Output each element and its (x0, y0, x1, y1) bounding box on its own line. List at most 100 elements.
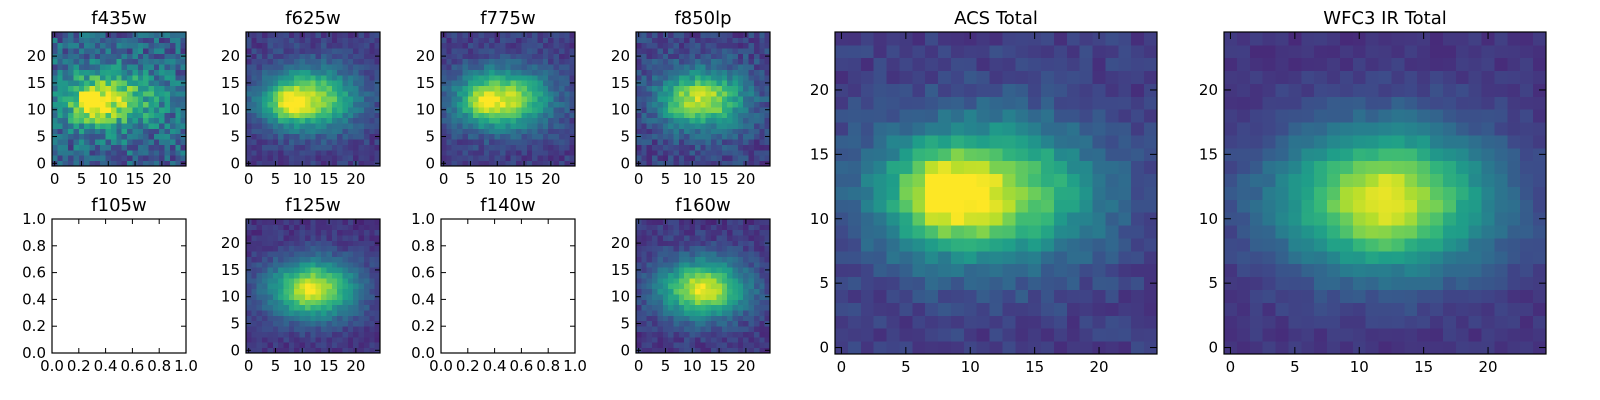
heatmap-cell (1507, 44, 1521, 59)
heatmap-cell (652, 283, 658, 290)
heatmap-cell (363, 272, 370, 279)
heatmap-cell (950, 341, 965, 355)
heatmap-cell (1314, 135, 1328, 149)
heatmap-cell (657, 155, 664, 162)
heatmap-cell (304, 283, 311, 290)
heatmap-cell (652, 69, 658, 76)
heatmap-cell (732, 347, 739, 354)
heatmap-cell (1224, 160, 1238, 175)
heatmap-cell (363, 342, 370, 349)
heatmap-cell (860, 96, 875, 110)
heatmap-cell (310, 267, 317, 273)
heatmap-cell (521, 101, 528, 108)
heatmap-cell (310, 37, 317, 44)
heatmap-cell (542, 32, 549, 38)
heatmap-cell (989, 225, 1003, 239)
heatmap-cell (743, 37, 749, 44)
heatmap-cell (646, 90, 653, 97)
heatmap-cell (1224, 199, 1238, 213)
heatmap-cell (153, 128, 160, 135)
heatmap-cell (548, 139, 554, 145)
heatmap-cell (143, 48, 149, 54)
heatmap-cell (1288, 122, 1302, 136)
heatmap-cell (652, 42, 658, 49)
heatmap-cell (835, 57, 849, 72)
heatmap-cell (925, 173, 939, 187)
heatmap-cell (705, 342, 712, 349)
heatmap-cell (294, 336, 300, 343)
heatmap-cell (310, 294, 317, 300)
heatmap-cell (251, 117, 258, 124)
heatmap-cell (52, 101, 58, 108)
heatmap-cell (267, 261, 274, 268)
heatmap-cell (321, 219, 327, 225)
heatmap-cell (564, 112, 571, 119)
heatmap-cell (1455, 147, 1470, 162)
heatmap-cell (646, 304, 653, 311)
heatmap-cell (1327, 302, 1341, 316)
heatmap-cell (283, 245, 290, 252)
heatmap-cell (1378, 225, 1392, 239)
heatmap-cell (148, 32, 155, 38)
heatmap-cell (337, 133, 343, 140)
heatmap-cell (542, 112, 549, 119)
heatmap-cell (451, 69, 458, 76)
y-tick-label: 0.6 (411, 264, 435, 282)
heatmap-cell (347, 347, 354, 354)
heatmap-cell (737, 128, 744, 135)
heatmap-cell (246, 331, 252, 338)
heatmap-cell (641, 320, 648, 327)
heatmap-cell (938, 263, 952, 278)
heatmap-cell (337, 272, 343, 279)
heatmap-cell (473, 133, 479, 140)
heatmap-cell (537, 32, 544, 38)
heatmap-cell (668, 69, 674, 76)
heatmap-cell (499, 42, 506, 49)
heatmap-cell (110, 53, 117, 60)
heatmap-cell (347, 144, 354, 151)
heatmap-cell (299, 331, 306, 338)
heatmap-cell (1314, 263, 1328, 278)
heatmap-cell (641, 315, 648, 322)
heatmap-cell (304, 117, 311, 124)
heatmap-cell (462, 117, 469, 124)
heatmap-cell (1391, 83, 1405, 97)
heatmap-cell (246, 229, 252, 236)
heatmap-cell (451, 85, 458, 92)
heatmap-cell (294, 123, 300, 129)
heatmap-cell (700, 123, 707, 129)
heatmap-cell (1041, 122, 1055, 136)
heatmap-cell (1301, 147, 1315, 162)
heatmap-cell (899, 96, 913, 110)
heatmap-cell (657, 96, 664, 103)
heatmap-cell (1144, 96, 1158, 110)
heatmap-cell (315, 107, 322, 113)
heatmap-cell (1378, 70, 1392, 84)
heatmap-cell (94, 123, 101, 129)
heatmap-cell (299, 139, 306, 145)
heatmap-cell (267, 123, 274, 129)
heatmap-cell (342, 69, 349, 76)
heatmap-cell (347, 37, 354, 44)
heatmap-cell (256, 107, 263, 113)
heatmap-cell (457, 155, 463, 162)
heatmap-cell (169, 112, 176, 119)
heatmap-cell (542, 96, 549, 103)
heatmap-cell (748, 149, 755, 156)
y-tick-label: 20 (221, 234, 240, 252)
heatmap-cell (1352, 186, 1367, 200)
heatmap-cell (1481, 186, 1495, 200)
heatmap-cell (516, 74, 522, 81)
heatmap-cell (262, 85, 268, 92)
heatmap-cell (542, 85, 549, 92)
heatmap-cell (516, 48, 522, 54)
heatmap-cell (353, 261, 359, 268)
heatmap-cell (689, 37, 696, 44)
heatmap-cell (558, 42, 565, 49)
heatmap-cell (148, 42, 155, 49)
heatmap-cell (662, 288, 669, 295)
heatmap-cell (180, 85, 187, 92)
heatmap-cell (700, 288, 707, 295)
heatmap-cell (537, 101, 544, 108)
heatmap-cell (1455, 238, 1470, 252)
